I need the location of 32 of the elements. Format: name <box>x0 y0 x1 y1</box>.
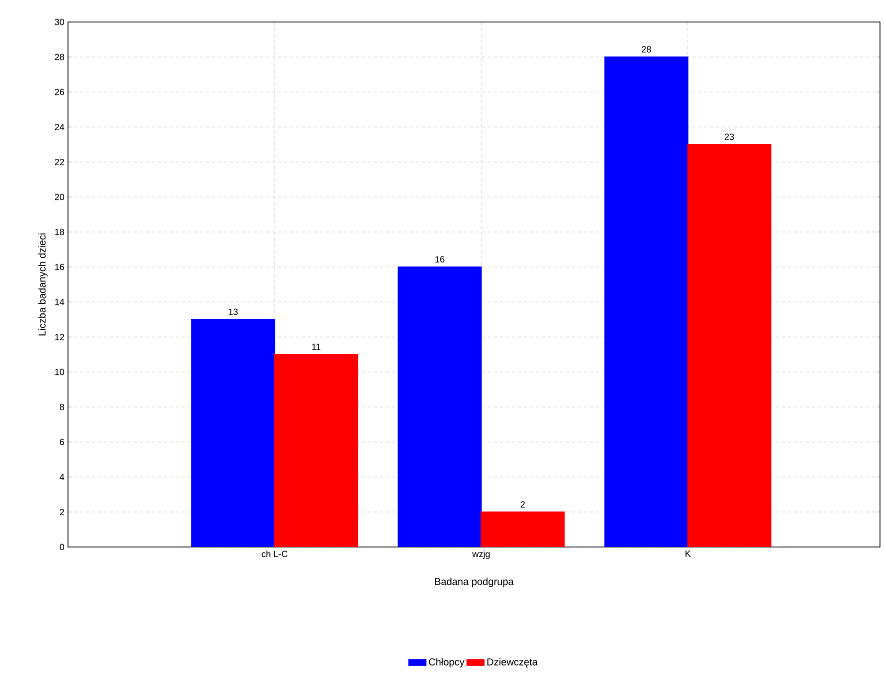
data-label: 11 <box>312 344 320 350</box>
bar <box>191 318 276 547</box>
bar <box>398 266 482 547</box>
data-label: 23 <box>724 134 734 140</box>
y-tick-label: 6 <box>60 438 64 446</box>
data-label: 16 <box>435 256 444 262</box>
y-tick-label: 30 <box>54 18 64 26</box>
data-label: 28 <box>642 46 651 52</box>
y-tick-label: 10 <box>55 368 64 376</box>
data-label: 2 <box>520 501 525 508</box>
y-tick-label: 16 <box>55 264 64 270</box>
legend-label: Dziewczęta <box>487 658 538 668</box>
y-tick-label: 18 <box>55 228 64 236</box>
y-axis-title: Liczba badanych dzieci <box>38 233 48 336</box>
data-label: 13 <box>228 308 238 315</box>
x-tick-label: K <box>686 550 691 557</box>
y-tick-label: 0 <box>60 544 64 550</box>
x-tick-label: wzjg <box>472 550 490 559</box>
y-tick-label: 22 <box>54 158 64 166</box>
y-tick-label: 2 <box>60 508 64 516</box>
y-tick-label: 8 <box>60 404 64 410</box>
y-tick-label: 28 <box>54 54 64 60</box>
y-tick-label: 20 <box>54 194 64 200</box>
legend-label: Chłopcy <box>428 658 464 668</box>
y-tick-label: 26 <box>54 88 64 96</box>
x-axis-title: Badana podgrupa <box>435 578 514 588</box>
y-tick-label: 14 <box>55 298 64 306</box>
y-tick-label: 4 <box>60 474 64 480</box>
x-tick-label: ch L-C <box>262 550 288 558</box>
bar <box>604 56 688 547</box>
y-tick-label: 24 <box>54 124 64 130</box>
y-tick-label: 12 <box>55 334 64 340</box>
